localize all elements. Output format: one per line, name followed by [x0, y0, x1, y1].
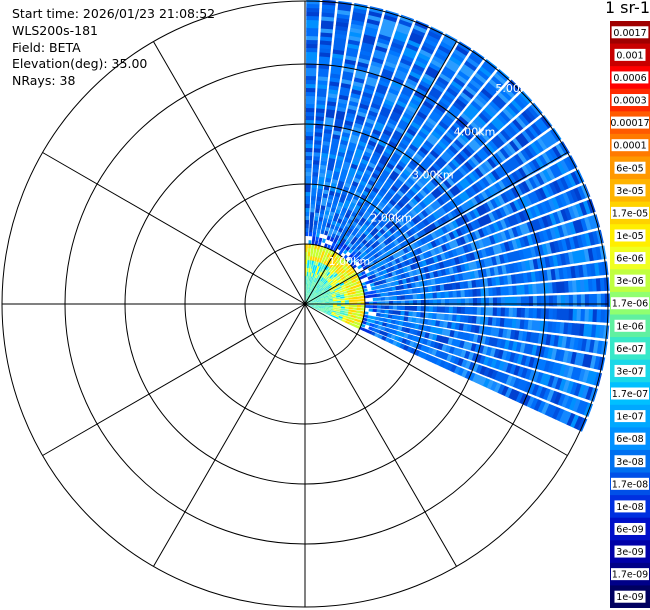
azimuth-spoke	[304, 152, 568, 305]
colorbar-label: 1.7e-09	[612, 570, 648, 581]
range-ring-label: 2.00km	[370, 212, 412, 225]
scan-ray	[305, 304, 598, 402]
colorbar-label: 1.7e-06	[612, 299, 648, 310]
range-ring-labels: 1.00km 2.00km 3.00km 4.00km 5.00km	[329, 82, 537, 268]
colorbar-label: 1e-07	[616, 412, 643, 423]
scan-ray	[305, 169, 585, 304]
colorbar-label: 3e-05	[616, 186, 643, 197]
scan-ray	[305, 0, 320, 304]
scan-ray	[305, 245, 607, 304]
azimuth-spoke	[304, 41, 457, 305]
elevation: Elevation(deg): 35.00	[12, 56, 148, 72]
scan-ray	[305, 155, 578, 304]
scan-ray	[305, 33, 458, 304]
scan-ray	[305, 102, 543, 304]
scan-ray	[305, 304, 594, 417]
scan-ray	[305, 304, 608, 355]
colorbar-label: 1e-09	[616, 592, 643, 603]
range-ring-label: 3.00km	[412, 169, 454, 182]
scan-ray	[305, 79, 522, 304]
scan-ray	[305, 114, 553, 304]
scan-ray	[305, 9, 399, 304]
range-ring-label: 4.00km	[454, 125, 496, 138]
colorbar-label: 0.0006	[613, 73, 646, 84]
start-time: Start time: 2026/01/23 21:08:52	[12, 6, 216, 21]
colorbar-label: 0.001	[616, 50, 643, 61]
azimuth-spoke	[42, 303, 306, 456]
instrument-name: WLS200s-181	[12, 22, 98, 38]
colorbar-label: 6e-07	[616, 344, 643, 355]
scan-ray	[305, 141, 570, 304]
colorbar-label: 3e-07	[616, 366, 643, 377]
colorbar-label: 1e-08	[616, 502, 643, 513]
azimuth-spoke	[42, 152, 306, 305]
scan-ray	[305, 304, 610, 323]
azimuth-spoke	[304, 303, 457, 567]
azimuth-spoke	[153, 303, 306, 567]
nrays: NRays: 38	[12, 73, 76, 89]
colorbar-label: 0.0001	[613, 141, 646, 152]
scan-ray	[305, 0, 336, 304]
field-name: Field: BETA	[12, 39, 81, 55]
colorbar-label: 0.0017	[613, 28, 646, 39]
colorbar-label: 3e-08	[616, 457, 643, 468]
range-ring-label: 1.00km	[329, 255, 371, 268]
colorbar-label: 6e-06	[616, 254, 643, 265]
scan-info: Start time: 2026/01/23 21:08:52 WLS200s-…	[12, 6, 215, 90]
scan-ray	[305, 183, 591, 304]
colorbar-label: 6e-05	[616, 163, 643, 174]
colorbar-label: 6e-08	[616, 434, 643, 445]
colorbar-label: 0.0003	[613, 96, 646, 107]
scan-ray	[305, 198, 596, 304]
scan-ray	[305, 14, 414, 304]
azimuth-spoke	[153, 41, 306, 305]
colorbar-label: 1.7e-07	[612, 389, 648, 400]
colorbar: 0.0017 0.001 0.0006 0.0003 0.00017 0.0001 6e-0…	[610, 21, 650, 608]
colorbar-label: 1e-06	[616, 321, 643, 332]
scan-ray	[305, 6, 384, 304]
colorbar-title: m-1 sr-1	[607, 0, 650, 17]
scan-ray	[305, 59, 498, 304]
colorbar-label: 3e-09	[616, 547, 643, 558]
scan-ray	[305, 304, 610, 340]
colorbar-label: 0.00017	[610, 118, 649, 129]
scan-ray	[305, 277, 610, 304]
scan-ray	[305, 3, 368, 304]
scan-ray	[305, 68, 510, 304]
scan-ray	[305, 90, 533, 304]
scan-ray	[305, 304, 606, 371]
colorbar-label: 1e-05	[616, 231, 643, 242]
polar-grid	[1, 0, 609, 608]
colorbar-label: 1.7e-05	[612, 208, 648, 219]
colorbar-label: 6e-09	[616, 524, 643, 535]
colorbar-label: 1.7e-08	[612, 479, 648, 490]
colorbar-label: 3e-06	[616, 276, 643, 287]
scan-ray	[305, 41, 472, 304]
azimuth-spoke	[304, 303, 568, 456]
range-ring-label: 5.00km	[495, 82, 537, 95]
scan-ray	[305, 26, 444, 304]
